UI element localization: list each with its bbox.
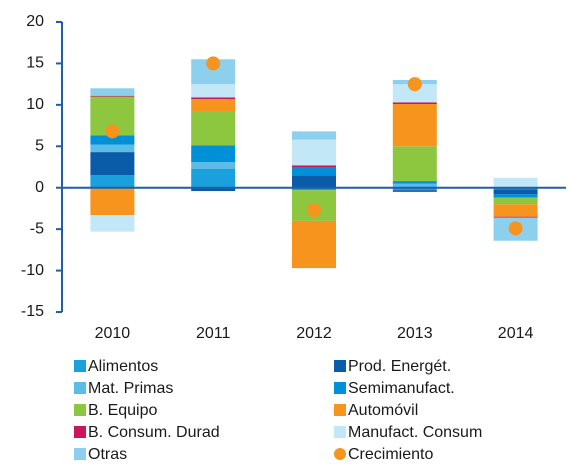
- y-tick-label: -5: [30, 220, 44, 237]
- bar-segment: [392, 104, 437, 147]
- bar-segment: [90, 88, 135, 96]
- bar-segment: [191, 97, 236, 100]
- x-tick-label: 2013: [397, 325, 433, 342]
- bar-segment: [292, 165, 336, 167]
- bar-segment: [392, 146, 437, 182]
- bar-segment: [292, 187, 336, 191]
- legend-label: Crecimiento: [348, 446, 433, 463]
- growth-dot: [105, 124, 120, 139]
- bar-segment: [392, 187, 437, 191]
- x-tick-label: 2014: [498, 325, 534, 342]
- growth-dot: [307, 203, 321, 218]
- bar-segment: [392, 84, 437, 103]
- legend-swatch: [334, 360, 346, 372]
- y-tick-label: 5: [35, 138, 44, 155]
- bar-segment: [292, 139, 336, 166]
- legend-marker: [334, 448, 346, 460]
- y-tick-label: 10: [26, 96, 44, 113]
- bar-segment: [292, 175, 336, 188]
- growth-dot: [508, 221, 523, 236]
- growth-dot: [407, 77, 422, 92]
- bar-segment: [90, 215, 135, 232]
- legend-label: Automóvil: [348, 402, 418, 419]
- bar-segment: [90, 175, 135, 188]
- bar-segment: [493, 177, 538, 188]
- bar-segment: [292, 167, 336, 176]
- bar-segment: [392, 181, 437, 184]
- bar-segment: [493, 204, 538, 217]
- x-tick-label: 2010: [95, 325, 131, 342]
- bar-segment: [191, 145, 236, 163]
- bar-segment: [90, 187, 135, 216]
- legend-swatch: [74, 404, 86, 416]
- bar-segment: [392, 190, 437, 192]
- legend-label: Prod. Energét.: [348, 358, 451, 375]
- bar-segment: [90, 144, 135, 153]
- legend-label: Semimanufact.: [348, 380, 455, 397]
- bar-segment: [90, 95, 135, 97]
- bar-segment: [493, 197, 538, 205]
- legend-swatch: [334, 426, 346, 438]
- legend-swatch: [74, 382, 86, 394]
- legend-label: Alimentos: [88, 358, 158, 375]
- growth-dot: [206, 56, 221, 71]
- y-tick-label: -10: [21, 262, 44, 279]
- legend-swatch: [74, 448, 86, 460]
- bar-segment: [392, 183, 437, 188]
- bar-segment: [292, 220, 336, 269]
- y-tick-label: 20: [26, 13, 44, 30]
- bar-segment: [90, 135, 135, 145]
- legend-label: Manufact. Consum: [348, 424, 482, 441]
- x-tick-label: 2012: [296, 325, 332, 342]
- legend-swatch: [334, 404, 346, 416]
- legend-label: Otras: [88, 446, 127, 463]
- y-tick-label: 15: [26, 55, 44, 72]
- legend-swatch: [74, 360, 86, 372]
- bar-segment: [191, 162, 236, 169]
- bar-segment: [292, 131, 336, 140]
- bar-segment: [191, 187, 236, 192]
- legend-swatch: [74, 426, 86, 438]
- bar-segment: [493, 194, 538, 198]
- bar-segment: [191, 111, 236, 146]
- y-tick-label: 0: [35, 179, 44, 196]
- bar-segment: [191, 84, 236, 98]
- legend-label: B. Equipo: [88, 402, 157, 419]
- bar-segment: [90, 152, 135, 176]
- bar-segment: [493, 216, 538, 218]
- y-tick-label: -15: [21, 303, 44, 320]
- legend-label: B. Consum. Durad: [88, 424, 220, 441]
- bar-segment: [191, 99, 236, 112]
- bar-segment: [392, 102, 437, 105]
- legend-label: Mat. Primas: [88, 380, 173, 397]
- x-tick-label: 2011: [196, 325, 231, 342]
- bar-segment: [191, 168, 236, 188]
- legend-swatch: [334, 382, 346, 394]
- bar-segment: [493, 189, 538, 195]
